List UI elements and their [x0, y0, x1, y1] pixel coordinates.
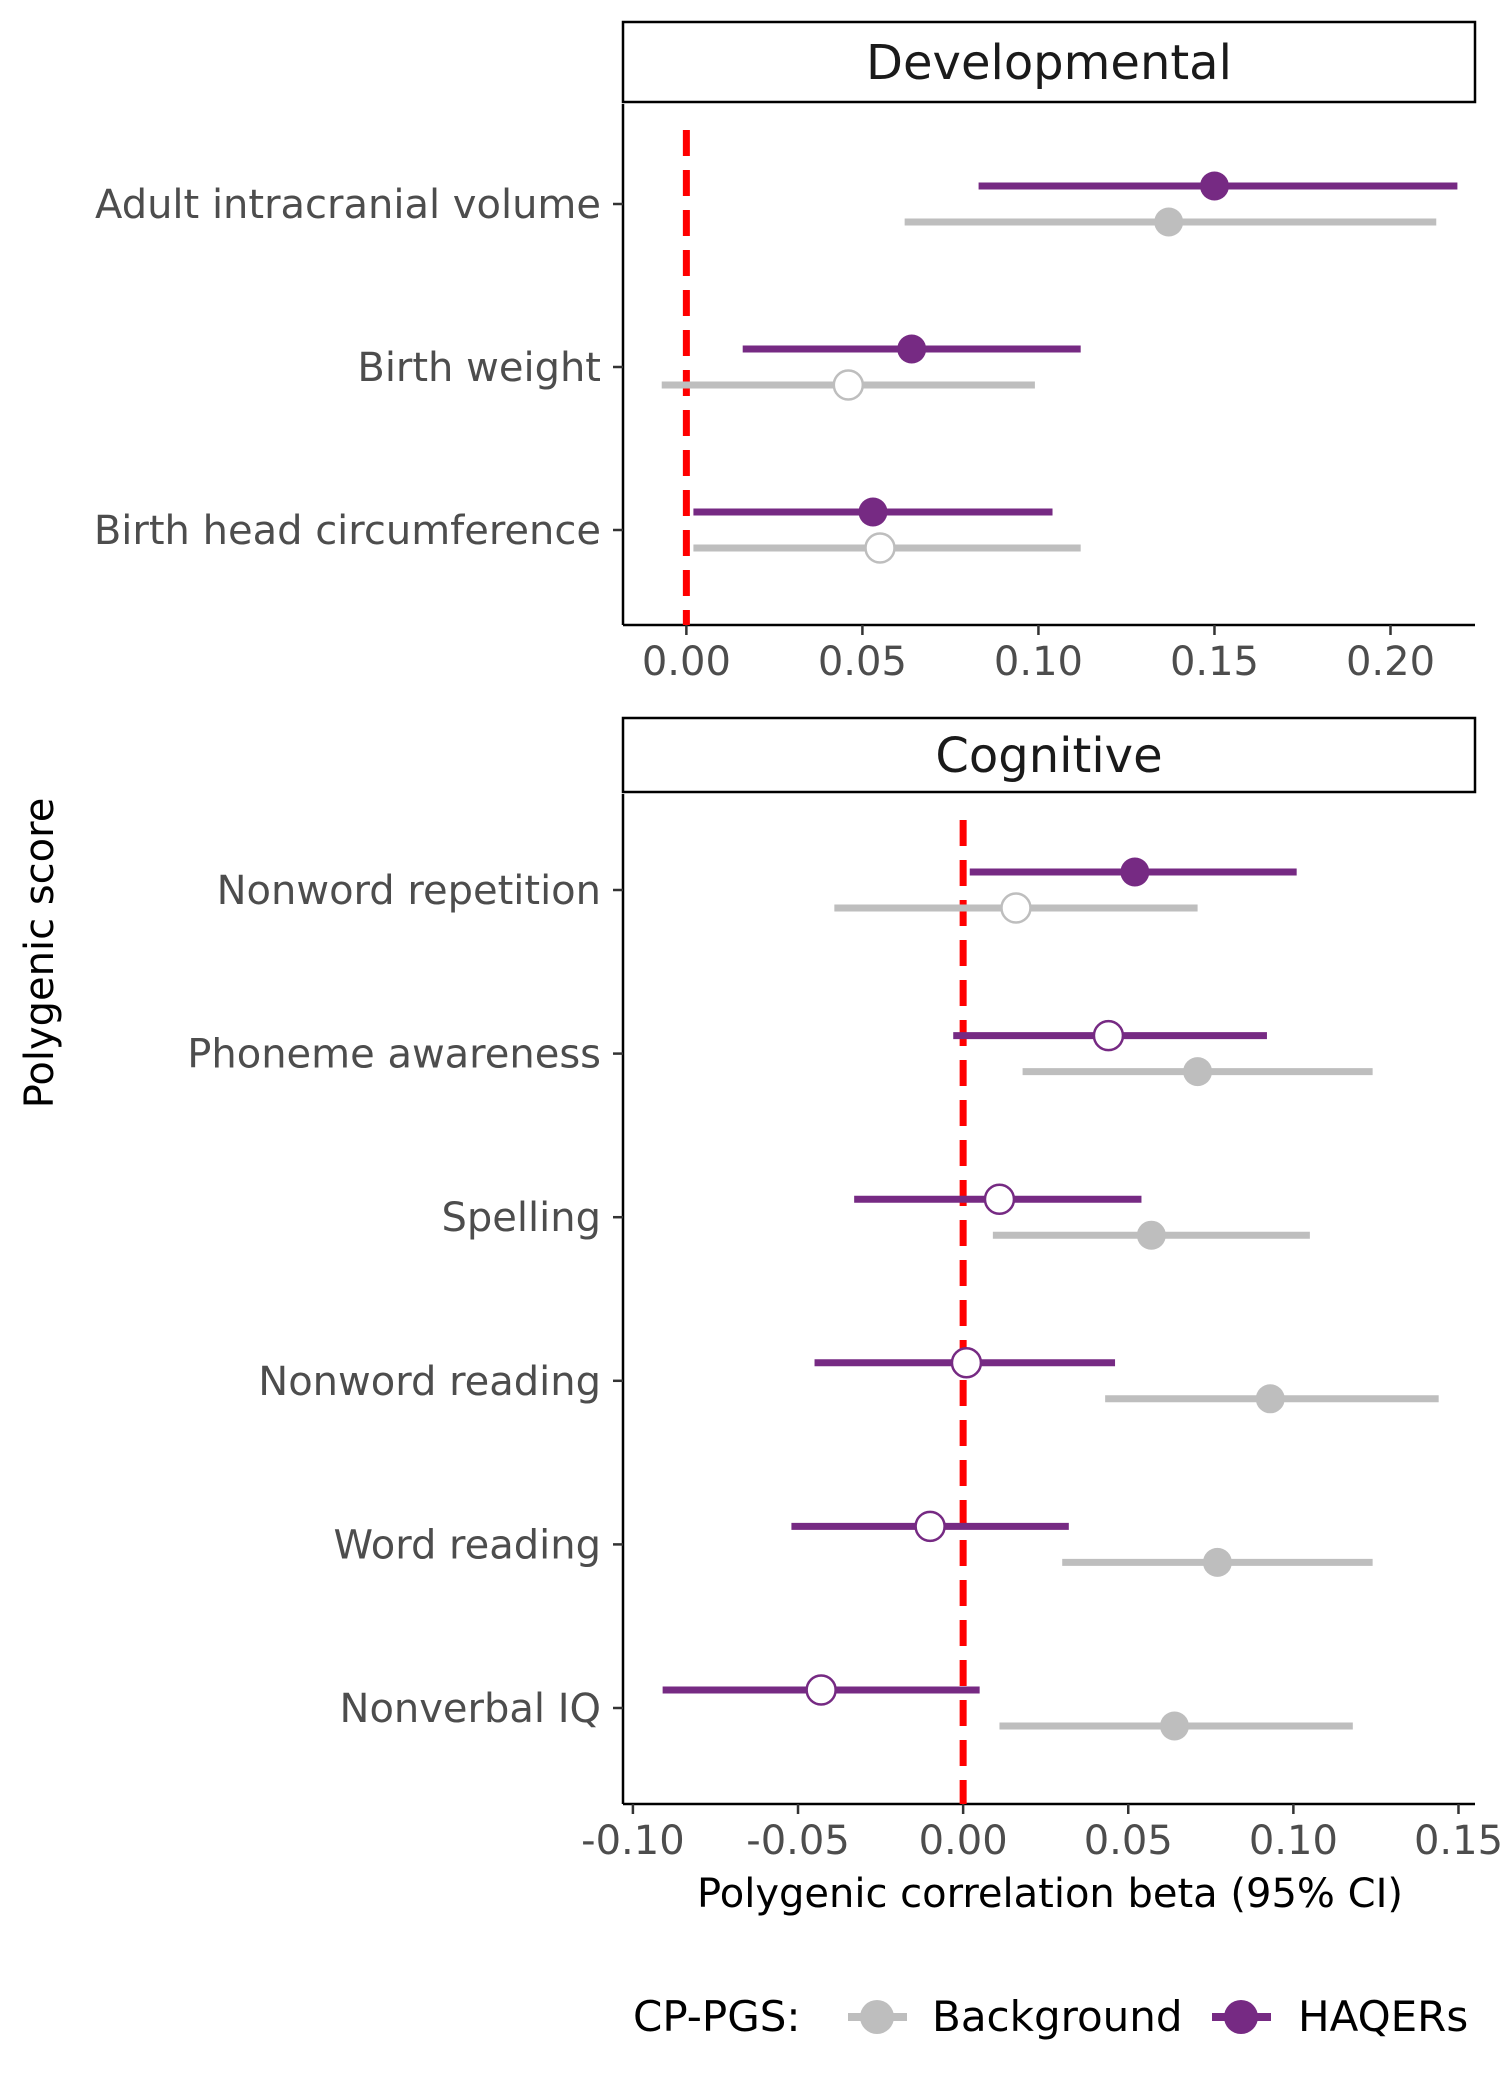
point-background-birth-weight	[832, 369, 865, 401]
y-tick-label-birth-head-circumference: Birth head circumference	[94, 508, 601, 554]
cognitive-x-tick-label: 0.05	[1084, 1818, 1173, 1864]
cognitive-panel: Cognitive -0.10 -0.05 0.00 0.05 0.10 0.15 Nonwo…	[187, 716, 1500, 1864]
y-tick-label-phoneme-awareness: Phoneme awareness	[187, 1032, 601, 1078]
legend-title: CP-PGS:	[633, 1992, 801, 2041]
y-tick-label-birth-weight: Birth weight	[357, 345, 601, 391]
legend-key-haqers	[1212, 2000, 1271, 2034]
cognitive-x-tick-label: 0.15	[1414, 1818, 1500, 1864]
legend: CP-PGS: Background HAQERs	[633, 1992, 1468, 2041]
point-background-nonword-repetition	[1000, 892, 1032, 924]
legend-label-haqers: HAQERs	[1298, 1992, 1468, 2041]
developmental-x-tick-label: 0.20	[1346, 639, 1435, 685]
y-tick-label-nonword-repetition: Nonword repetition	[217, 868, 601, 914]
y-axis-title: Polygenic score	[17, 798, 63, 1109]
developmental-x-tick-label: 0.05	[818, 639, 907, 685]
developmental-x-tick-label: 0.15	[1170, 639, 1259, 685]
y-tick-label-nonword-reading: Nonword reading	[258, 1359, 601, 1405]
point-background-adult-intracranial-volume	[1154, 207, 1184, 237]
point-background-nonverbal-iq	[1159, 1711, 1189, 1741]
cognitive-x-tick-label: -0.10	[581, 1818, 685, 1864]
developmental-x-tick-label: 0.00	[642, 639, 731, 685]
cognitive-strip-box	[621, 716, 1477, 794]
point-haqers-phoneme-awareness	[1092, 1019, 1125, 1052]
point-haqers-word-reading	[914, 1510, 946, 1543]
point-haqers-birth-weight	[897, 334, 927, 364]
point-background-nonword-reading	[1255, 1384, 1285, 1414]
developmental-strip-box	[621, 20, 1477, 104]
legend-point-haqers	[1224, 2000, 1258, 2034]
point-haqers-nonverbal-iq	[805, 1674, 837, 1706]
point-haqers-birth-head-circumference	[858, 497, 888, 527]
legend-point-background	[860, 2000, 894, 2034]
cognitive-x-tick-label: 0.10	[1249, 1818, 1338, 1864]
legend-label-background: Background	[932, 1992, 1183, 2041]
legend-key-background	[848, 2000, 907, 2034]
developmental-panel: Developmental 0.00 0.05 0.10 0.15 0.20 Adult i…	[94, 20, 1477, 685]
cognitive-x-tick-label: -0.05	[746, 1818, 850, 1864]
point-haqers-adult-intracranial-volume	[1199, 171, 1229, 201]
point-haqers-nonword-reading	[950, 1347, 983, 1379]
point-background-spelling	[1136, 1220, 1166, 1250]
point-haqers-spelling	[983, 1183, 1016, 1215]
y-tick-label-word-reading: Word reading	[334, 1522, 601, 1568]
developmental-x-tick-label: 0.10	[994, 639, 1083, 685]
y-tick-label-spelling: Spelling	[442, 1195, 601, 1241]
y-tick-label-nonverbal-iq: Nonverbal IQ	[340, 1686, 601, 1732]
point-background-birth-head-circumference	[864, 532, 896, 564]
cognitive-strip-label: Cognitive	[935, 728, 1162, 784]
panels-layer: Developmental 0.00 0.05 0.10 0.15 0.20 Adult i…	[94, 20, 1500, 1864]
cognitive-x-tick-label: 0.00	[919, 1818, 1008, 1864]
x-axis-title: Polygenic correlation beta (95% CI)	[697, 1871, 1403, 1917]
point-background-word-reading	[1202, 1547, 1232, 1577]
point-background-phoneme-awareness	[1183, 1057, 1213, 1087]
developmental-strip-label: Developmental	[866, 35, 1232, 91]
point-haqers-nonword-repetition	[1120, 857, 1150, 887]
y-tick-label-adult-intracranial-volume: Adult intracranial volume	[95, 182, 601, 228]
